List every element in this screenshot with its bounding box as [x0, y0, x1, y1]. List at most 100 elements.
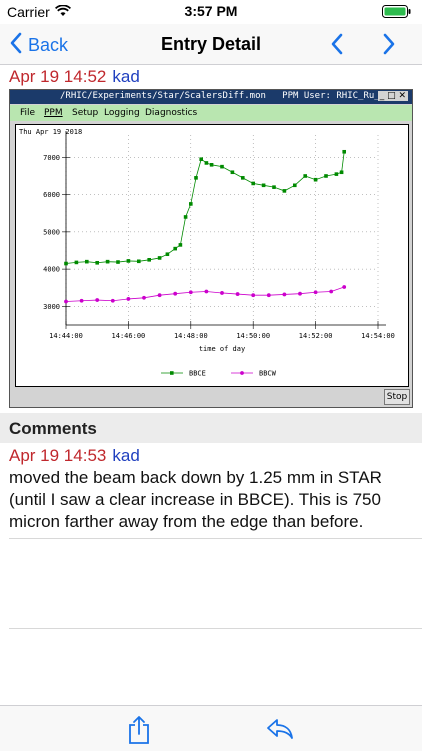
data-point-bbce [293, 183, 297, 188]
data-point-bbcw [251, 293, 256, 298]
comment-date: Apr 19 14:53 [9, 446, 107, 465]
y-tick-label: 3000 [43, 303, 60, 311]
chevron-right-icon [383, 33, 395, 55]
chart-date-label: Thu Apr 19 2018 [19, 128, 82, 136]
data-point-bbce [282, 189, 287, 193]
status-bar: Carrier 3:57 PM [0, 0, 422, 24]
data-point-bbce [194, 176, 198, 180]
chevron-left-icon [331, 33, 343, 55]
menu-setup[interactable]: Setup [72, 108, 99, 118]
navigation-bar: Back Entry Detail [0, 24, 422, 65]
data-point-bbce [199, 157, 203, 162]
divider [9, 628, 422, 629]
stop-button[interactable]: Stop [384, 389, 410, 405]
window-title-bar: /RHIC/Experiments/Star/ScalersDiff.mon P… [10, 90, 412, 104]
scaler-chart: Thu Apr 19 2018 14:44:00 14:46:00 14:48:00 1… [19, 128, 395, 378]
legend-marker-bbcw [240, 371, 244, 375]
y-tick-label: 5000 [43, 228, 60, 236]
attached-screenshot[interactable]: /RHIC/Experiments/Star/ScalersDiff.mon P… [9, 89, 413, 408]
x-tick-label: 14:54:00 [361, 332, 395, 340]
previous-entry-button[interactable] [330, 33, 344, 60]
data-point-bbce [147, 258, 151, 262]
chevron-left-icon [10, 32, 22, 59]
data-point-bbce [85, 259, 89, 264]
back-label: Back [28, 34, 69, 55]
window-title: /RHIC/Experiments/Star/ScalersDiff.mon P… [60, 91, 391, 101]
data-point-bbce [157, 256, 162, 260]
share-button[interactable] [127, 715, 151, 750]
series-line-bbce [65, 151, 345, 264]
data-point-bbcw [313, 290, 318, 295]
data-point-bbce [209, 163, 214, 167]
bottom-toolbar [0, 705, 422, 751]
comments-title: Comments [9, 419, 97, 438]
data-point-bbcw [282, 292, 287, 297]
entry-header: Apr 19 14:52 kad [9, 67, 140, 87]
reply-icon [267, 719, 293, 739]
data-point-bbcw [266, 293, 271, 298]
entry-date: Apr 19 14:52 [9, 67, 107, 86]
carrier-label: Carrier [7, 4, 50, 20]
window-controls: _ □ ✕ [377, 91, 408, 101]
y-tick-label: 7000 [43, 154, 60, 162]
data-point-bbce [313, 177, 318, 182]
data-point-bbce [64, 261, 68, 266]
menu-logging[interactable]: Logging [104, 108, 140, 118]
data-point-bbcw [110, 298, 115, 303]
data-point-bbce [183, 215, 188, 219]
plot-area: Thu Apr 19 2018 14:44:00 14:46:00 14:48:00 1… [15, 124, 409, 387]
share-icon [129, 716, 149, 744]
data-point-bbce [74, 260, 79, 265]
legend-label-bbcw: BBCW [259, 370, 277, 378]
wifi-icon [54, 4, 72, 22]
x-tick-label: 14:46:00 [112, 332, 146, 340]
data-point-bbcw [157, 293, 162, 298]
data-point-bbcw [298, 291, 302, 296]
data-point-bbce [303, 174, 307, 178]
data-point-bbce [342, 149, 346, 154]
data-point-bbce [339, 170, 344, 175]
window-menu-bar: File PPM Setup Logging Diagnostics [10, 105, 412, 121]
data-point-bbce [137, 259, 141, 264]
data-point-bbcw [64, 299, 68, 304]
data-point-bbcw [173, 291, 178, 296]
data-point-bbcw [204, 289, 209, 294]
data-point-bbce [173, 246, 177, 251]
data-point-bbcw [142, 295, 146, 300]
data-point-bbce [105, 259, 110, 264]
entry-author[interactable]: kad [112, 67, 140, 86]
data-point-bbce [334, 172, 339, 176]
data-point-bbce [272, 185, 276, 189]
y-tick-label: 4000 [43, 266, 60, 274]
data-point-bbce [189, 202, 193, 206]
legend-marker-bbce [170, 371, 174, 375]
back-button[interactable]: Back [10, 32, 68, 58]
next-entry-button[interactable] [382, 33, 396, 60]
comment-author[interactable]: kad [112, 446, 140, 465]
x-tick-label: 14:52:00 [299, 332, 333, 340]
data-point-bbcw [188, 290, 193, 295]
data-point-bbce [220, 164, 224, 169]
comment-header: Apr 19 14:53 kad [9, 446, 140, 466]
data-point-bbce [204, 161, 209, 165]
battery-icon [382, 5, 412, 23]
data-point-bbce [165, 252, 170, 257]
data-point-bbce [241, 176, 245, 180]
clock: 3:57 PM [184, 3, 238, 19]
x-tick-label: 14:44:00 [49, 332, 83, 340]
data-point-bbce [178, 243, 183, 247]
divider [9, 538, 422, 539]
data-point-bbce [95, 260, 99, 265]
series-line-bbcw [65, 286, 345, 302]
data-point-bbcw [220, 291, 224, 295]
data-point-bbcw [126, 297, 131, 301]
data-point-bbce [116, 260, 120, 264]
menu-file[interactable]: File [20, 108, 36, 118]
menu-diagnostics[interactable]: Diagnostics [145, 108, 198, 118]
reply-button[interactable] [266, 717, 294, 746]
data-point-bbcw [235, 292, 240, 296]
legend-label-bbce: BBCE [189, 370, 206, 378]
comment-text: moved the beam back down by 1.25 mm in S… [9, 468, 382, 531]
menu-ppm[interactable]: PPM [44, 108, 63, 118]
data-point-bbce [230, 170, 235, 175]
